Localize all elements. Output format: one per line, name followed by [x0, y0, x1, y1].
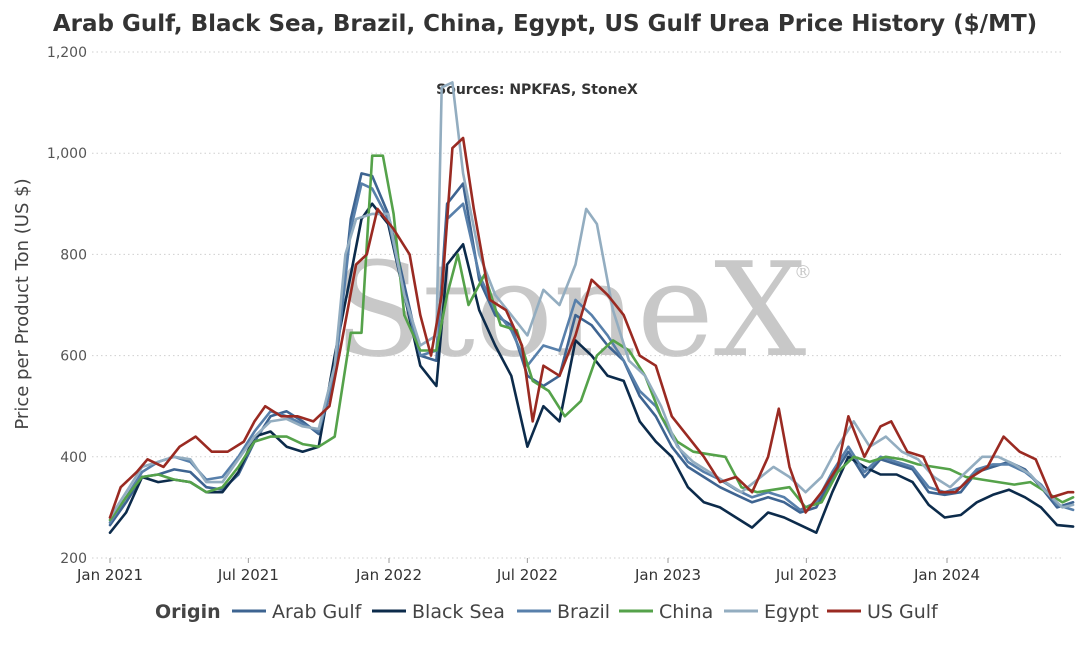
series-line-arab-gulf — [108, 172, 1075, 527]
legend-label-us-gulf: US Gulf — [867, 601, 939, 623]
series-line-black-sea — [108, 202, 1075, 535]
x-tick-label: Jan 2021 — [76, 566, 143, 584]
x-tick-label: Jan 2022 — [355, 566, 422, 584]
legend-title: Origin — [155, 601, 221, 623]
y-axis-label: Price per Product Ton (US $) — [12, 178, 33, 429]
x-tick-label: Jan 2024 — [913, 566, 980, 584]
x-tick-label: Jul 2023 — [775, 566, 837, 584]
legend-label-arab-gulf: Arab Gulf — [272, 601, 363, 623]
stonex-watermark: StoneX ® — [334, 234, 812, 386]
legend-label-egypt: Egypt — [764, 601, 819, 623]
legend-label-black-sea: Black Sea — [412, 601, 505, 623]
y-tick-label: 1,000 — [47, 146, 87, 162]
legend-label-brazil: Brazil — [557, 601, 610, 623]
y-tick-label: 800 — [60, 247, 87, 263]
x-tick-label: Jul 2021 — [217, 566, 279, 584]
series-line-us-gulf — [108, 136, 1075, 519]
chart-title: Arab Gulf, Black Sea, Brazil, China, Egy… — [53, 11, 1037, 37]
plot-area — [108, 81, 1075, 535]
legend-label-china: China — [659, 601, 713, 623]
y-tick-label: 400 — [60, 450, 87, 466]
x-axis: Jan 2021 Jul 2021 Jan 2022 Jul 2022 Jan 2023… — [76, 558, 980, 584]
x-tick-label: Jul 2022 — [496, 566, 558, 584]
legend: Origin Arab Gulf Black Sea Brazil China Egyp… — [155, 601, 939, 623]
series-line-china — [108, 154, 1075, 522]
y-tick-label: 200 — [60, 551, 87, 567]
x-tick-label: Jan 2023 — [634, 566, 701, 584]
watermark-registered-mark: ® — [794, 262, 812, 283]
series-line-egypt — [108, 81, 1075, 519]
y-axis: 200 400 600 800 1,000 1,200 — [47, 45, 87, 567]
watermark-text: StoneX — [334, 234, 807, 386]
y-tick-label: 600 — [60, 349, 87, 365]
chart-subtitle: Sources: NPKFAS, StoneX — [436, 82, 638, 98]
y-tick-label: 1,200 — [47, 45, 87, 61]
